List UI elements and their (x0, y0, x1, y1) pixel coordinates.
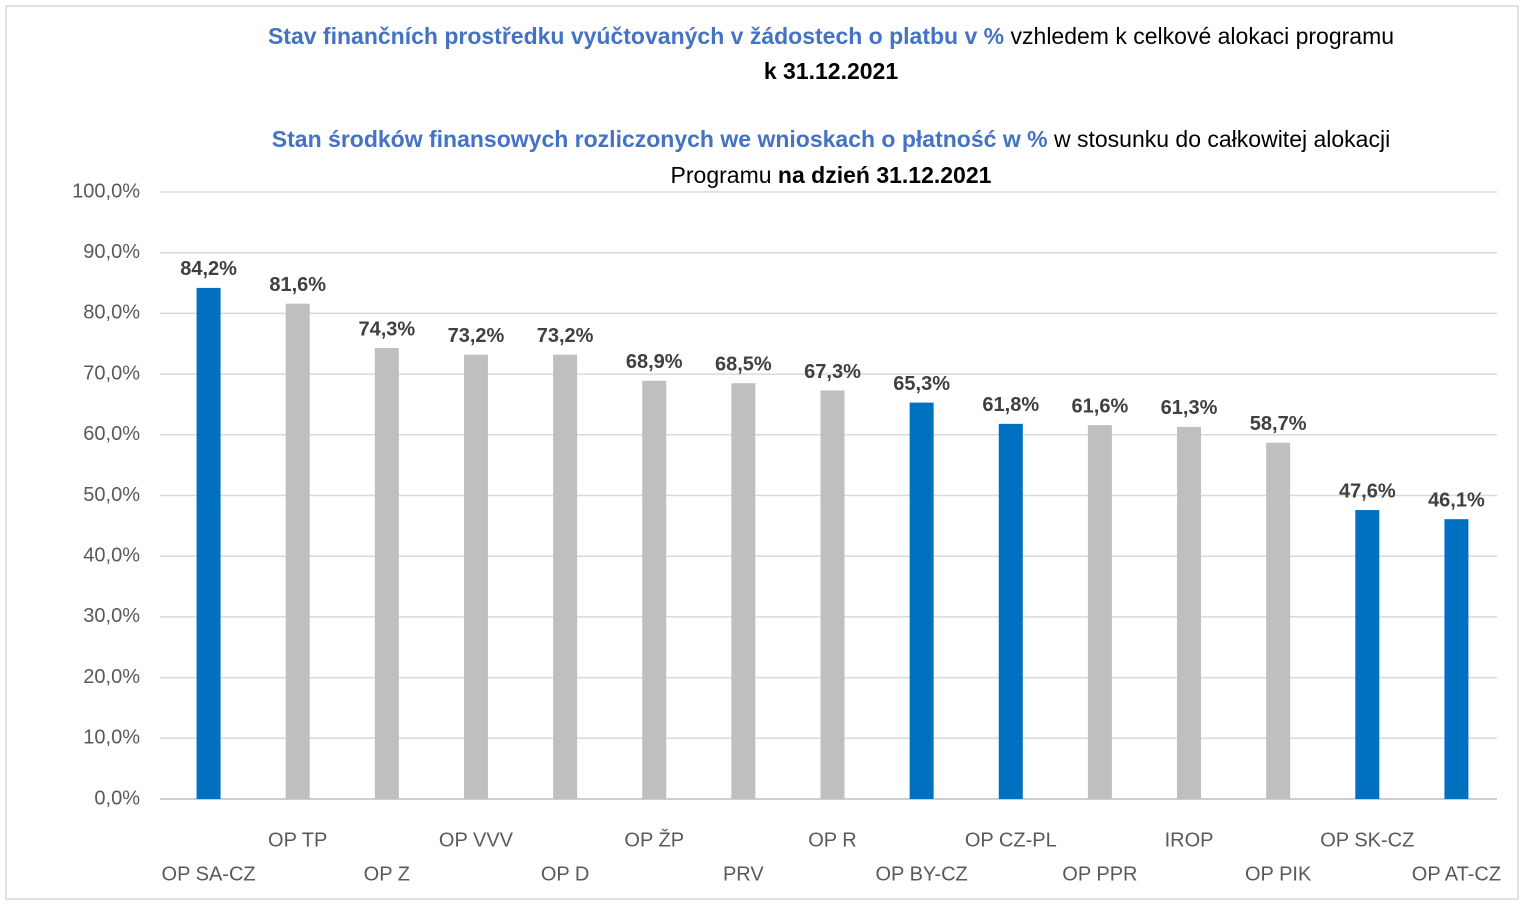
y-tick-label: 10,0% (83, 727, 140, 749)
chart-frame (5, 5, 1519, 900)
data-label: 74,3% (358, 318, 415, 340)
data-label: 84,2% (180, 258, 237, 280)
data-label: 73,2% (448, 325, 505, 347)
x-tick-label: OP D (541, 863, 590, 885)
bar (731, 383, 756, 799)
y-tick-label: 60,0% (83, 423, 140, 445)
data-label: 68,5% (715, 353, 772, 375)
data-label: 68,9% (626, 351, 683, 373)
bar (1177, 426, 1202, 799)
x-tick-label: OP SA-CZ (162, 863, 256, 885)
data-label: 58,7% (1250, 413, 1307, 435)
data-label: 61,8% (982, 394, 1039, 416)
x-tick-label: OP VVV (439, 829, 514, 851)
y-tick-label: 50,0% (83, 484, 140, 506)
bar (998, 423, 1023, 799)
title-part: Stan środków finansowych rozliczonych we… (272, 126, 1048, 152)
title-part: na dzień 31.12.2021 (778, 162, 992, 188)
data-label: 61,3% (1161, 397, 1218, 419)
data-label: 67,3% (804, 361, 861, 383)
x-tick-label: OP SK-CZ (1320, 829, 1414, 851)
data-label: 46,1% (1428, 489, 1485, 511)
y-tick-label: 70,0% (83, 362, 140, 384)
x-tick-label: OP BY-CZ (876, 863, 968, 885)
bar (285, 303, 310, 799)
x-tick-label: OP PIK (1245, 863, 1312, 885)
x-tick-label: IROP (1165, 829, 1214, 851)
bar (1355, 510, 1380, 799)
x-tick-label: OP CZ-PL (965, 829, 1057, 851)
x-tick-label: OP TP (268, 829, 327, 851)
title-cz-line-1: Stav finančních prostředku vyúčtovaných … (268, 23, 1394, 49)
x-tick-label: OP Z (364, 863, 410, 885)
title-pl-line-1: Stan środków finansowych rozliczonych we… (272, 126, 1390, 152)
x-tick-label: OP ŽP (624, 828, 684, 851)
bar (1444, 519, 1469, 799)
y-tick-label: 80,0% (83, 302, 140, 324)
title-part: Stav finančních prostředku vyúčtovaných … (268, 23, 1004, 49)
y-tick-label: 40,0% (83, 544, 140, 566)
bar (196, 287, 221, 799)
y-tick-label: 0,0% (94, 787, 140, 809)
title-cz-line-2: k 31.12.2021 (764, 58, 899, 84)
title-part: Programu (671, 162, 772, 188)
bar (1266, 442, 1291, 799)
title-part: vzhledem k celkové alokaci programu (1011, 23, 1395, 49)
title-pl-line-2: Programu na dzień 31.12.2021 (671, 162, 992, 188)
bar (374, 347, 399, 799)
y-tick-label: 20,0% (83, 666, 140, 688)
data-label: 65,3% (893, 373, 950, 395)
x-tick-label: PRV (723, 863, 764, 885)
bar (820, 390, 845, 799)
data-label: 47,6% (1339, 480, 1396, 502)
data-label: 81,6% (269, 274, 326, 296)
bar (553, 354, 578, 799)
title-part: w stosunku do całkowitej alokacji (1053, 126, 1390, 152)
bar (463, 354, 488, 799)
y-tick-label: 100,0% (72, 180, 140, 202)
bar (642, 380, 667, 799)
data-label: 73,2% (537, 325, 594, 347)
x-tick-label: OP R (808, 829, 857, 851)
y-tick-label: 30,0% (83, 605, 140, 627)
bar (909, 402, 934, 799)
x-tick-label: OP PPR (1062, 863, 1137, 885)
data-label: 61,6% (1072, 395, 1129, 417)
y-tick-label: 90,0% (83, 241, 140, 263)
bar (1087, 425, 1112, 799)
x-tick-label: OP AT-CZ (1412, 863, 1501, 885)
